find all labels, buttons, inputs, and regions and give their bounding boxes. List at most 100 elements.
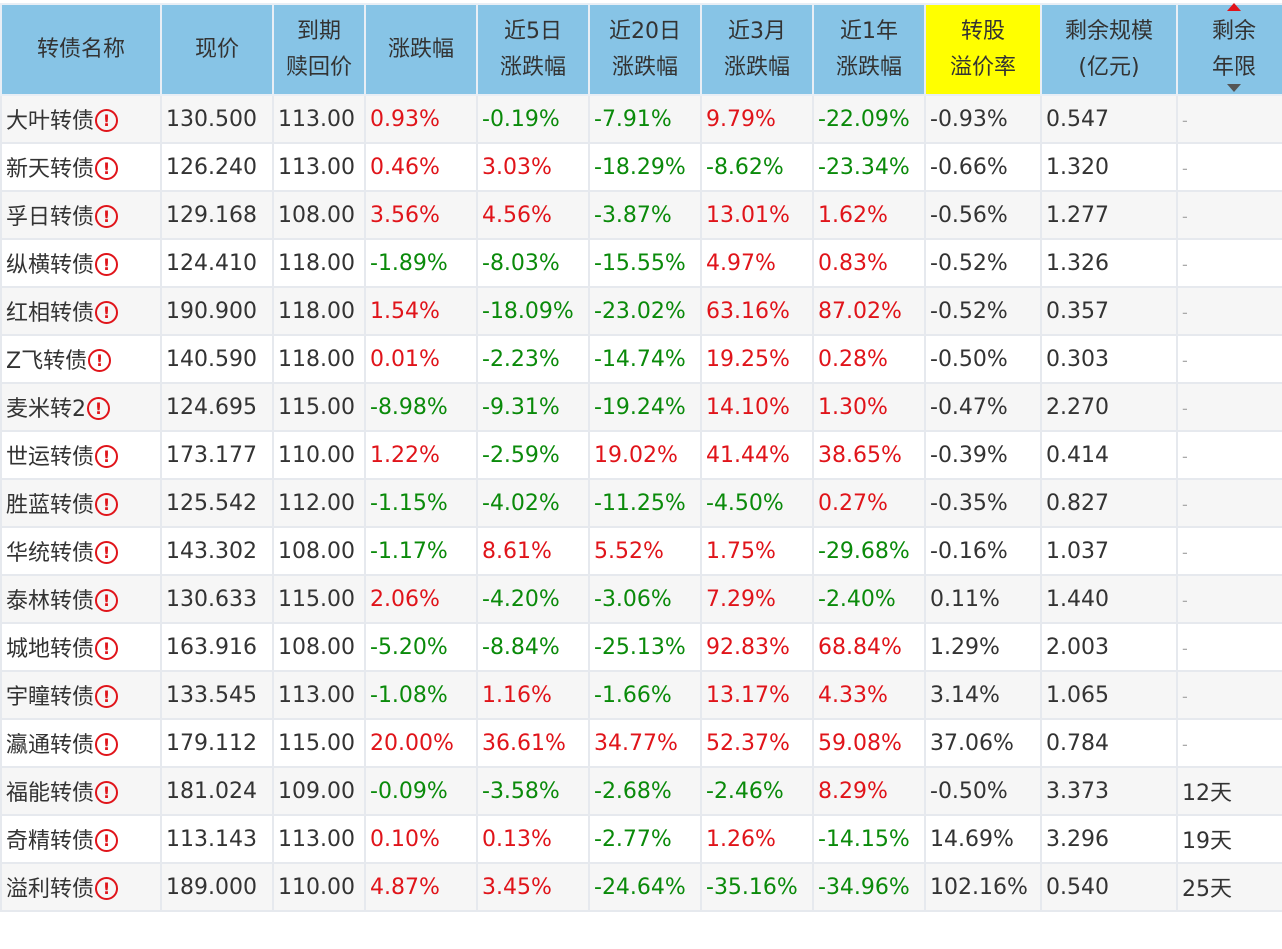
- cell-change-3m: -4.50%: [700, 478, 814, 528]
- column-header-change-1y[interactable]: 近1年 涨跌幅: [812, 3, 926, 96]
- cell-value: 41.44%: [706, 442, 790, 468]
- cell-name[interactable]: 孚日转债!: [0, 190, 162, 240]
- table-row[interactable]: 瀛通转债! 179.112 115.00 20.00% 36.61% 34.77% 52.3…: [0, 718, 1282, 768]
- table-row[interactable]: 纵横转债! 124.410 118.00 -1.89% -8.03% -15.55% 4.9…: [0, 238, 1282, 288]
- table-row[interactable]: 红相转债! 190.900 118.00 1.54% -18.09% -23.02% 63.…: [0, 286, 1282, 336]
- warning-icon[interactable]: !: [95, 637, 119, 660]
- cell-change: -8.98%: [364, 382, 478, 432]
- cell-name[interactable]: 新天转债!: [0, 142, 162, 192]
- cell-value: 4.97%: [706, 250, 776, 276]
- cell-change-1y: -14.15%: [812, 814, 926, 864]
- cell-value: -2.77%: [594, 826, 672, 852]
- cell-value: -23.02%: [594, 298, 686, 324]
- cell-change-3m: 4.97%: [700, 238, 814, 288]
- column-header-remaining-size[interactable]: 剩余规模 (亿元): [1040, 3, 1178, 96]
- table-row[interactable]: 麦米转2! 124.695 115.00 -8.98% -9.31% -19.24% 14.…: [0, 382, 1282, 432]
- column-header-name[interactable]: 转债名称: [0, 3, 162, 96]
- table-row[interactable]: 胜蓝转债! 125.542 112.00 -1.15% -4.02% -11.25% -4.…: [0, 478, 1282, 528]
- table-row[interactable]: 宇瞳转债! 133.545 113.00 -1.08% 1.16% -1.66% 13.17…: [0, 670, 1282, 720]
- cell-change: 0.01%: [364, 334, 478, 384]
- cell-name[interactable]: 胜蓝转债!: [0, 478, 162, 528]
- cell-value: -5.20%: [370, 634, 448, 660]
- table-row[interactable]: 新天转债! 126.240 113.00 0.46% 3.03% -18.29% -8.62…: [0, 142, 1282, 192]
- warning-icon[interactable]: !: [95, 541, 119, 564]
- cell-change-5d: -2.23%: [476, 334, 590, 384]
- warning-icon[interactable]: !: [95, 877, 119, 900]
- cell-value: -0.56%: [930, 202, 1008, 228]
- cell-change-20d: -25.13%: [588, 622, 702, 672]
- cell-price: 143.302: [160, 526, 274, 576]
- cell-change-1y: 87.02%: [812, 286, 926, 336]
- cell-premium-rate: -0.52%: [924, 238, 1042, 288]
- warning-icon[interactable]: !: [95, 109, 119, 132]
- warning-icon[interactable]: !: [95, 301, 119, 324]
- cell-change: -1.89%: [364, 238, 478, 288]
- cell-value: 1.037: [1046, 538, 1109, 564]
- warning-icon[interactable]: !: [95, 157, 119, 180]
- cell-value: 133.545: [166, 682, 257, 708]
- cell-name[interactable]: 纵横转债!: [0, 238, 162, 288]
- warning-icon[interactable]: !: [95, 205, 119, 228]
- table-row[interactable]: Z飞转债! 140.590 118.00 0.01% -2.23% -14.74% 19.2…: [0, 334, 1282, 384]
- sort-asc-icon[interactable]: [1227, 3, 1241, 11]
- column-header-remaining-years[interactable]: 剩余 年限: [1176, 3, 1282, 96]
- cell-name[interactable]: 世运转债!: [0, 430, 162, 480]
- warning-icon[interactable]: !: [87, 397, 110, 420]
- warning-icon[interactable]: !: [95, 589, 119, 612]
- column-header-change-5d[interactable]: 近5日 涨跌幅: [476, 3, 590, 96]
- column-header-change-20d[interactable]: 近20日 涨跌幅: [588, 3, 702, 96]
- cell-value: 0.414: [1046, 442, 1109, 468]
- cell-price: 124.695: [160, 382, 274, 432]
- column-header-price[interactable]: 现价: [160, 3, 274, 96]
- sort-desc-icon[interactable]: [1227, 84, 1241, 92]
- table-row[interactable]: 华统转债! 143.302 108.00 -1.17% 8.61% 5.52% 1.75% -…: [0, 526, 1282, 576]
- cell-name[interactable]: 华统转债!: [0, 526, 162, 576]
- column-header-label: 转债名称: [36, 36, 125, 62]
- cell-value: -7.91%: [594, 106, 672, 132]
- cell-value: -0.19%: [482, 106, 560, 132]
- table-row[interactable]: 大叶转债! 130.500 113.00 0.93% -0.19% -7.91% 9.79%…: [0, 94, 1282, 144]
- cell-price: 163.916: [160, 622, 274, 672]
- column-header-redeem-price[interactable]: 到期 赎回价: [272, 3, 366, 96]
- column-header-premium-rate[interactable]: 转股 溢价率: [924, 3, 1042, 96]
- cell-name[interactable]: 福能转债!: [0, 766, 162, 816]
- warning-icon[interactable]: !: [95, 493, 119, 516]
- cell-name[interactable]: 大叶转债!: [0, 94, 162, 144]
- warning-icon[interactable]: !: [95, 829, 119, 852]
- cell-remaining-years: -: [1176, 190, 1282, 240]
- cell-name[interactable]: 城地转债!: [0, 622, 162, 672]
- warning-icon[interactable]: !: [95, 253, 119, 276]
- warning-icon[interactable]: !: [95, 445, 119, 468]
- column-header-change[interactable]: 涨跌幅: [364, 3, 478, 96]
- cell-name[interactable]: 泰林转债!: [0, 574, 162, 624]
- cell-value: 4.33%: [818, 682, 888, 708]
- cell-value: 173.177: [166, 442, 257, 468]
- warning-icon[interactable]: !: [95, 781, 119, 804]
- warning-icon[interactable]: !: [95, 733, 119, 756]
- cell-name[interactable]: 红相转债!: [0, 286, 162, 336]
- table-row[interactable]: 孚日转债! 129.168 108.00 3.56% 4.56% -3.87% 13.01%…: [0, 190, 1282, 240]
- cell-name[interactable]: 瀛通转债!: [0, 718, 162, 768]
- table-row[interactable]: 世运转债! 173.177 110.00 1.22% -2.59% 19.02% 41.44…: [0, 430, 1282, 480]
- cell-remaining-size: 0.414: [1040, 430, 1178, 480]
- cell-name[interactable]: 溢利转债!: [0, 862, 162, 912]
- cell-value: 0.11%: [930, 586, 1000, 612]
- cell-name[interactable]: 奇精转债!: [0, 814, 162, 864]
- table-row[interactable]: 溢利转债! 189.000 110.00 4.87% 3.45% -24.64% -35.1…: [0, 862, 1282, 912]
- cell-name[interactable]: Z飞转债!: [0, 334, 162, 384]
- cell-price: 130.633: [160, 574, 274, 624]
- cell-name[interactable]: 宇瞳转债!: [0, 670, 162, 720]
- table-row[interactable]: 城地转债! 163.916 108.00 -5.20% -8.84% -25.13% 92.…: [0, 622, 1282, 672]
- cell-value: -2.46%: [706, 778, 784, 804]
- warning-icon[interactable]: !: [88, 349, 112, 372]
- cell-change-5d: -8.03%: [476, 238, 590, 288]
- table-row[interactable]: 奇精转债! 113.143 113.00 0.10% 0.13% -2.77% 1.26% -…: [0, 814, 1282, 864]
- cell-name[interactable]: 麦米转2!: [0, 382, 162, 432]
- column-header-change-3m[interactable]: 近3月 涨跌幅: [700, 3, 814, 96]
- warning-icon[interactable]: !: [95, 685, 119, 708]
- table-row[interactable]: 福能转债! 181.024 109.00 -0.09% -3.58% -2.68% -2.4…: [0, 766, 1282, 816]
- cell-value: 5.52%: [594, 538, 664, 564]
- cell-value: 124.695: [166, 394, 257, 420]
- table-row[interactable]: 泰林转债! 130.633 115.00 2.06% -4.20% -3.06% 7.29%…: [0, 574, 1282, 624]
- cell-change-20d: -7.91%: [588, 94, 702, 144]
